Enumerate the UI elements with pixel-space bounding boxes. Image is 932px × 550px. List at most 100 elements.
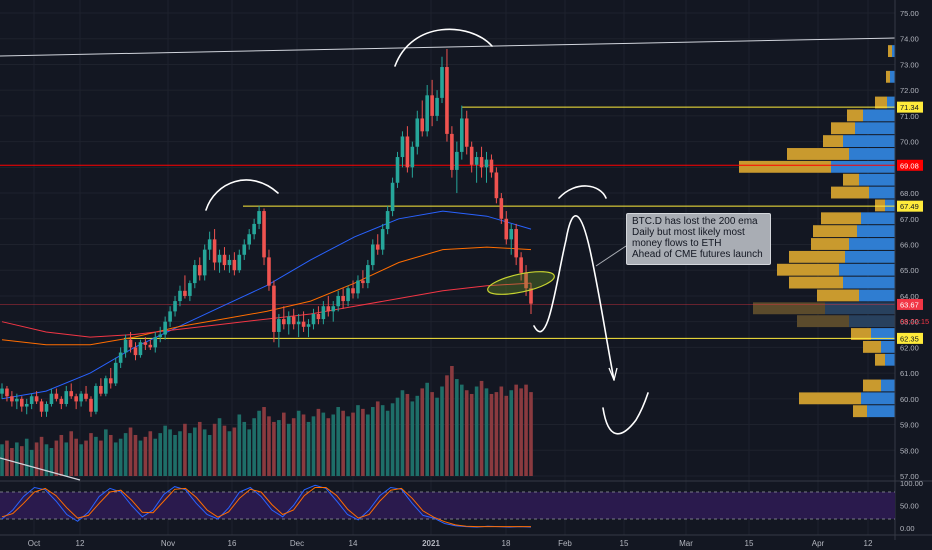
volume-bar [54, 440, 59, 476]
candle-body [430, 95, 434, 116]
candle-body [440, 67, 444, 98]
candle-body [59, 398, 64, 404]
candle-body [247, 234, 251, 245]
level-price-text: 67.49 [900, 202, 919, 211]
candle-body [459, 118, 464, 152]
highlight-ellipse[interactable] [486, 267, 556, 299]
projection-path-down [602, 392, 649, 435]
level-price-text: 62.35 [900, 334, 919, 343]
volume-bar [252, 418, 256, 476]
candle-body [282, 319, 286, 325]
volume-bar [524, 384, 528, 476]
candle-body [529, 288, 533, 304]
profile-up-volume [797, 315, 849, 328]
candle-body [286, 316, 291, 325]
time-tick-label: Apr [812, 539, 825, 548]
profile-up-volume [821, 212, 861, 225]
candle-body [19, 398, 24, 407]
volume-bar [202, 429, 207, 476]
hand-drawn-arcs[interactable] [205, 28, 649, 435]
profile-down-volume [881, 340, 895, 353]
candle-body [217, 254, 222, 263]
volume-bar [484, 388, 489, 476]
volume-bar [193, 427, 197, 476]
volume-bar [435, 397, 439, 476]
volume-bar [366, 414, 370, 476]
profile-down-volume [892, 45, 895, 58]
candle-body [29, 396, 34, 404]
volume-profile [739, 45, 895, 418]
time-tick-label: 12 [76, 539, 85, 548]
annotation-note[interactable]: BTC.D has lost the 200 ema Daily but mos… [626, 213, 771, 265]
level-price-tag [897, 200, 923, 212]
profile-down-volume [845, 250, 895, 263]
price-tick-label: 70.00 [900, 138, 919, 147]
ema-100-line [1, 246, 532, 346]
volume-bar [326, 418, 331, 476]
candle-body [306, 324, 311, 327]
volume-bar [425, 382, 429, 476]
volume-bar [459, 384, 464, 476]
volume-bar [410, 401, 415, 476]
volume-bar [296, 410, 301, 476]
candle-body [54, 393, 59, 399]
stoch-tick-labels: 100.00 50.00 0.00 [900, 479, 923, 533]
profile-up-volume [853, 405, 867, 418]
profile-up-volume [843, 173, 859, 186]
volume-bar [123, 433, 128, 476]
stoch-tick-label: 100.00 [900, 479, 923, 488]
level-price-tag [897, 332, 923, 344]
price-tick-label: 62.00 [900, 343, 919, 352]
profile-down-volume [871, 328, 895, 340]
time-tick-label: Dec [290, 539, 304, 548]
candle-body [504, 218, 509, 240]
stoch-rsi-pane[interactable]: 100.00 50.00 0.00 [0, 479, 932, 533]
volume-bar [450, 366, 454, 476]
profile-down-volume [857, 225, 895, 238]
volume-bar [113, 442, 118, 476]
price-tick-label: 72.00 [900, 86, 919, 95]
profile-down-volume [861, 392, 895, 405]
candle-body [494, 172, 499, 199]
time-tick-label: 2021 [422, 539, 440, 548]
candle-body [336, 295, 340, 307]
profile-down-volume [839, 263, 895, 276]
stoch-tick-label: 50.00 [900, 502, 919, 511]
price-tick-label: 74.00 [900, 35, 919, 44]
profile-down-volume [855, 122, 895, 135]
candle-body [188, 283, 192, 296]
time-axis[interactable]: Oct 12 Nov 16 Dec 14 2021 18 Feb 15 Mar 15 Apr 12 [0, 534, 932, 548]
volume-bar [227, 431, 232, 476]
candle-body [375, 244, 380, 250]
candle-body [455, 151, 459, 170]
volume-bar [104, 429, 108, 476]
trend-line-top[interactable] [0, 37, 896, 57]
volume-bar [346, 416, 350, 476]
candle-body [118, 352, 123, 363]
volume-bar [19, 446, 24, 476]
price-axis[interactable]: 75.0074.0073.0072.0071.0070.0069.0068.00… [894, 0, 932, 540]
candle-body [15, 398, 19, 402]
trend-line-bottom[interactable] [0, 457, 81, 481]
price-tick-label: 59.00 [900, 421, 919, 430]
stoch-lines [1, 484, 532, 528]
volume-bar [494, 392, 499, 476]
candle-body [380, 229, 385, 250]
candle-body [509, 229, 514, 240]
profile-up-volume [875, 353, 885, 366]
candle-body [370, 244, 375, 266]
volume-bar [370, 407, 375, 476]
price-tick-label: 58.00 [900, 446, 919, 455]
profile-down-volume [843, 276, 895, 289]
bar-countdown: 08:22:15 [900, 317, 929, 326]
candle-body [484, 159, 489, 168]
volume-bar [504, 395, 509, 476]
candle-body [410, 146, 415, 168]
profile-up-volume [831, 122, 855, 135]
candle-body [361, 280, 365, 284]
price-tick-label: 60.00 [900, 395, 919, 404]
candle-body [173, 301, 177, 312]
candle-body [193, 265, 197, 284]
candle-body [212, 239, 217, 263]
